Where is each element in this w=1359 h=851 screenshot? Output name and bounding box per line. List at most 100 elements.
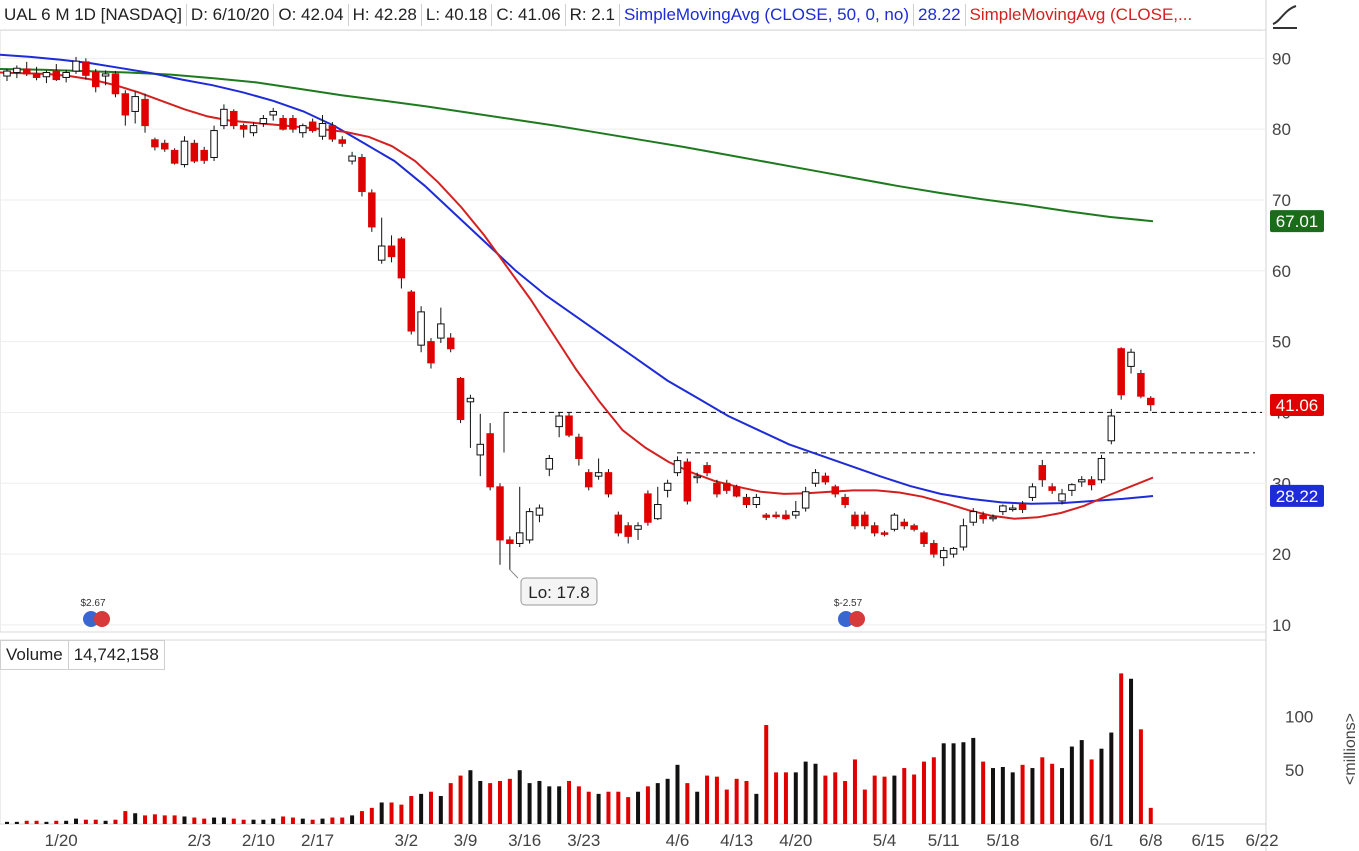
sma50-study-value: 28.22: [917, 5, 961, 24]
candle-body: [663, 482, 672, 491]
candle: [663, 479, 672, 498]
volume-bar: [823, 775, 828, 824]
candle: [792, 500, 800, 519]
sma-other-study-label[interactable]: SimpleMovingAvg (CLOSE,...: [969, 5, 1193, 24]
volume-bar: [744, 780, 749, 824]
volume-bar: [882, 776, 887, 824]
candle-body: [466, 397, 475, 403]
candle: [545, 454, 554, 477]
candle-body: [959, 525, 968, 548]
header-divider: [67, 641, 69, 669]
header-divider: [420, 4, 422, 26]
candle: [1127, 348, 1135, 374]
candle-body: [417, 311, 425, 346]
candle: [772, 511, 780, 519]
candle-body: [82, 61, 90, 76]
candle-body: [624, 525, 632, 537]
candle-body: [161, 142, 169, 150]
candle: [703, 462, 711, 477]
price-badge: [1270, 393, 1324, 416]
candle-body: [979, 514, 987, 520]
candle: [1147, 396, 1155, 412]
candle: [170, 148, 179, 165]
price-badge-text: 28.22: [1276, 487, 1319, 506]
candle-body: [949, 547, 958, 555]
candle-body: [614, 514, 623, 534]
price-badge-text: 41.06: [1276, 396, 1319, 415]
header-divider: [912, 4, 914, 26]
candle-body: [269, 110, 277, 116]
price-tick-label: 20: [1272, 545, 1291, 564]
x-tick-label: 6/1: [1090, 831, 1114, 850]
candle-body: [525, 511, 534, 541]
volume-bar: [1050, 763, 1055, 824]
candle: [713, 479, 721, 498]
range-value: R: 2.1: [569, 5, 615, 24]
candle: [900, 518, 909, 530]
candle-body: [545, 457, 554, 470]
candle: [979, 511, 987, 524]
volume-bar: [626, 797, 631, 824]
candle-body: [328, 125, 337, 140]
price-tick-label: 50: [1272, 333, 1291, 352]
candle-body: [644, 493, 652, 523]
sma50-line: [0, 53, 1154, 505]
volume-bar: [468, 770, 473, 824]
candle-body: [72, 60, 80, 72]
candle-body: [259, 118, 268, 124]
volume-bar: [458, 775, 463, 824]
candle-body: [565, 415, 573, 436]
candle: [299, 123, 307, 138]
volume-bar: [902, 768, 907, 824]
candle-body: [338, 139, 346, 144]
volume-label[interactable]: Volume: [6, 645, 63, 664]
x-tick-label: 6/22: [1245, 831, 1278, 850]
candle-body: [703, 465, 711, 474]
volume-bar: [517, 770, 522, 824]
candle-body: [220, 108, 228, 127]
volume-bar: [1010, 772, 1015, 824]
volume-bar: [921, 761, 926, 824]
candle-body: [358, 156, 366, 192]
candle: [890, 513, 899, 532]
candle: [555, 412, 563, 438]
volume-bar: [172, 815, 177, 824]
volume-bar: [44, 821, 49, 824]
eps-value-label: $-2.57: [834, 598, 863, 609]
candle: [762, 513, 770, 521]
candle-body: [151, 139, 159, 148]
volume-bar: [655, 783, 660, 824]
drawing-tool-icon[interactable]: [1270, 2, 1300, 30]
sma50-study-label[interactable]: SimpleMovingAvg (CLOSE, 50, 0, no): [623, 5, 909, 24]
candle: [870, 522, 879, 537]
symbol-label[interactable]: UAL 6 M 1D [NASDAQ]: [4, 5, 182, 24]
candle: [200, 146, 208, 164]
candle-body: [555, 415, 563, 428]
candle-body: [762, 514, 770, 518]
volume-bar: [162, 815, 167, 824]
candle-body: [1087, 479, 1096, 486]
candle-body: [989, 516, 997, 520]
volume-bar: [251, 819, 256, 824]
volume-bar: [852, 759, 857, 824]
volume-bar: [695, 791, 700, 824]
candle: [1068, 483, 1076, 497]
header-divider: [964, 4, 966, 26]
candle-body: [101, 73, 110, 77]
x-tick-label: 3/9: [454, 831, 478, 850]
x-tick-label: 3/16: [508, 831, 541, 850]
volume-bar: [24, 820, 29, 824]
candle: [782, 510, 790, 521]
volume-bar: [74, 818, 79, 824]
volume-bar: [34, 820, 39, 824]
candle-body: [299, 125, 307, 134]
candle-body: [62, 71, 70, 78]
volume-bar: [961, 742, 966, 824]
candle: [230, 109, 238, 130]
volume-bar: [113, 819, 118, 824]
low-value: L: 40.18: [425, 5, 488, 24]
volume-bar: [330, 817, 335, 824]
candle: [368, 189, 376, 232]
volume-tick-label: 50: [1285, 761, 1304, 780]
